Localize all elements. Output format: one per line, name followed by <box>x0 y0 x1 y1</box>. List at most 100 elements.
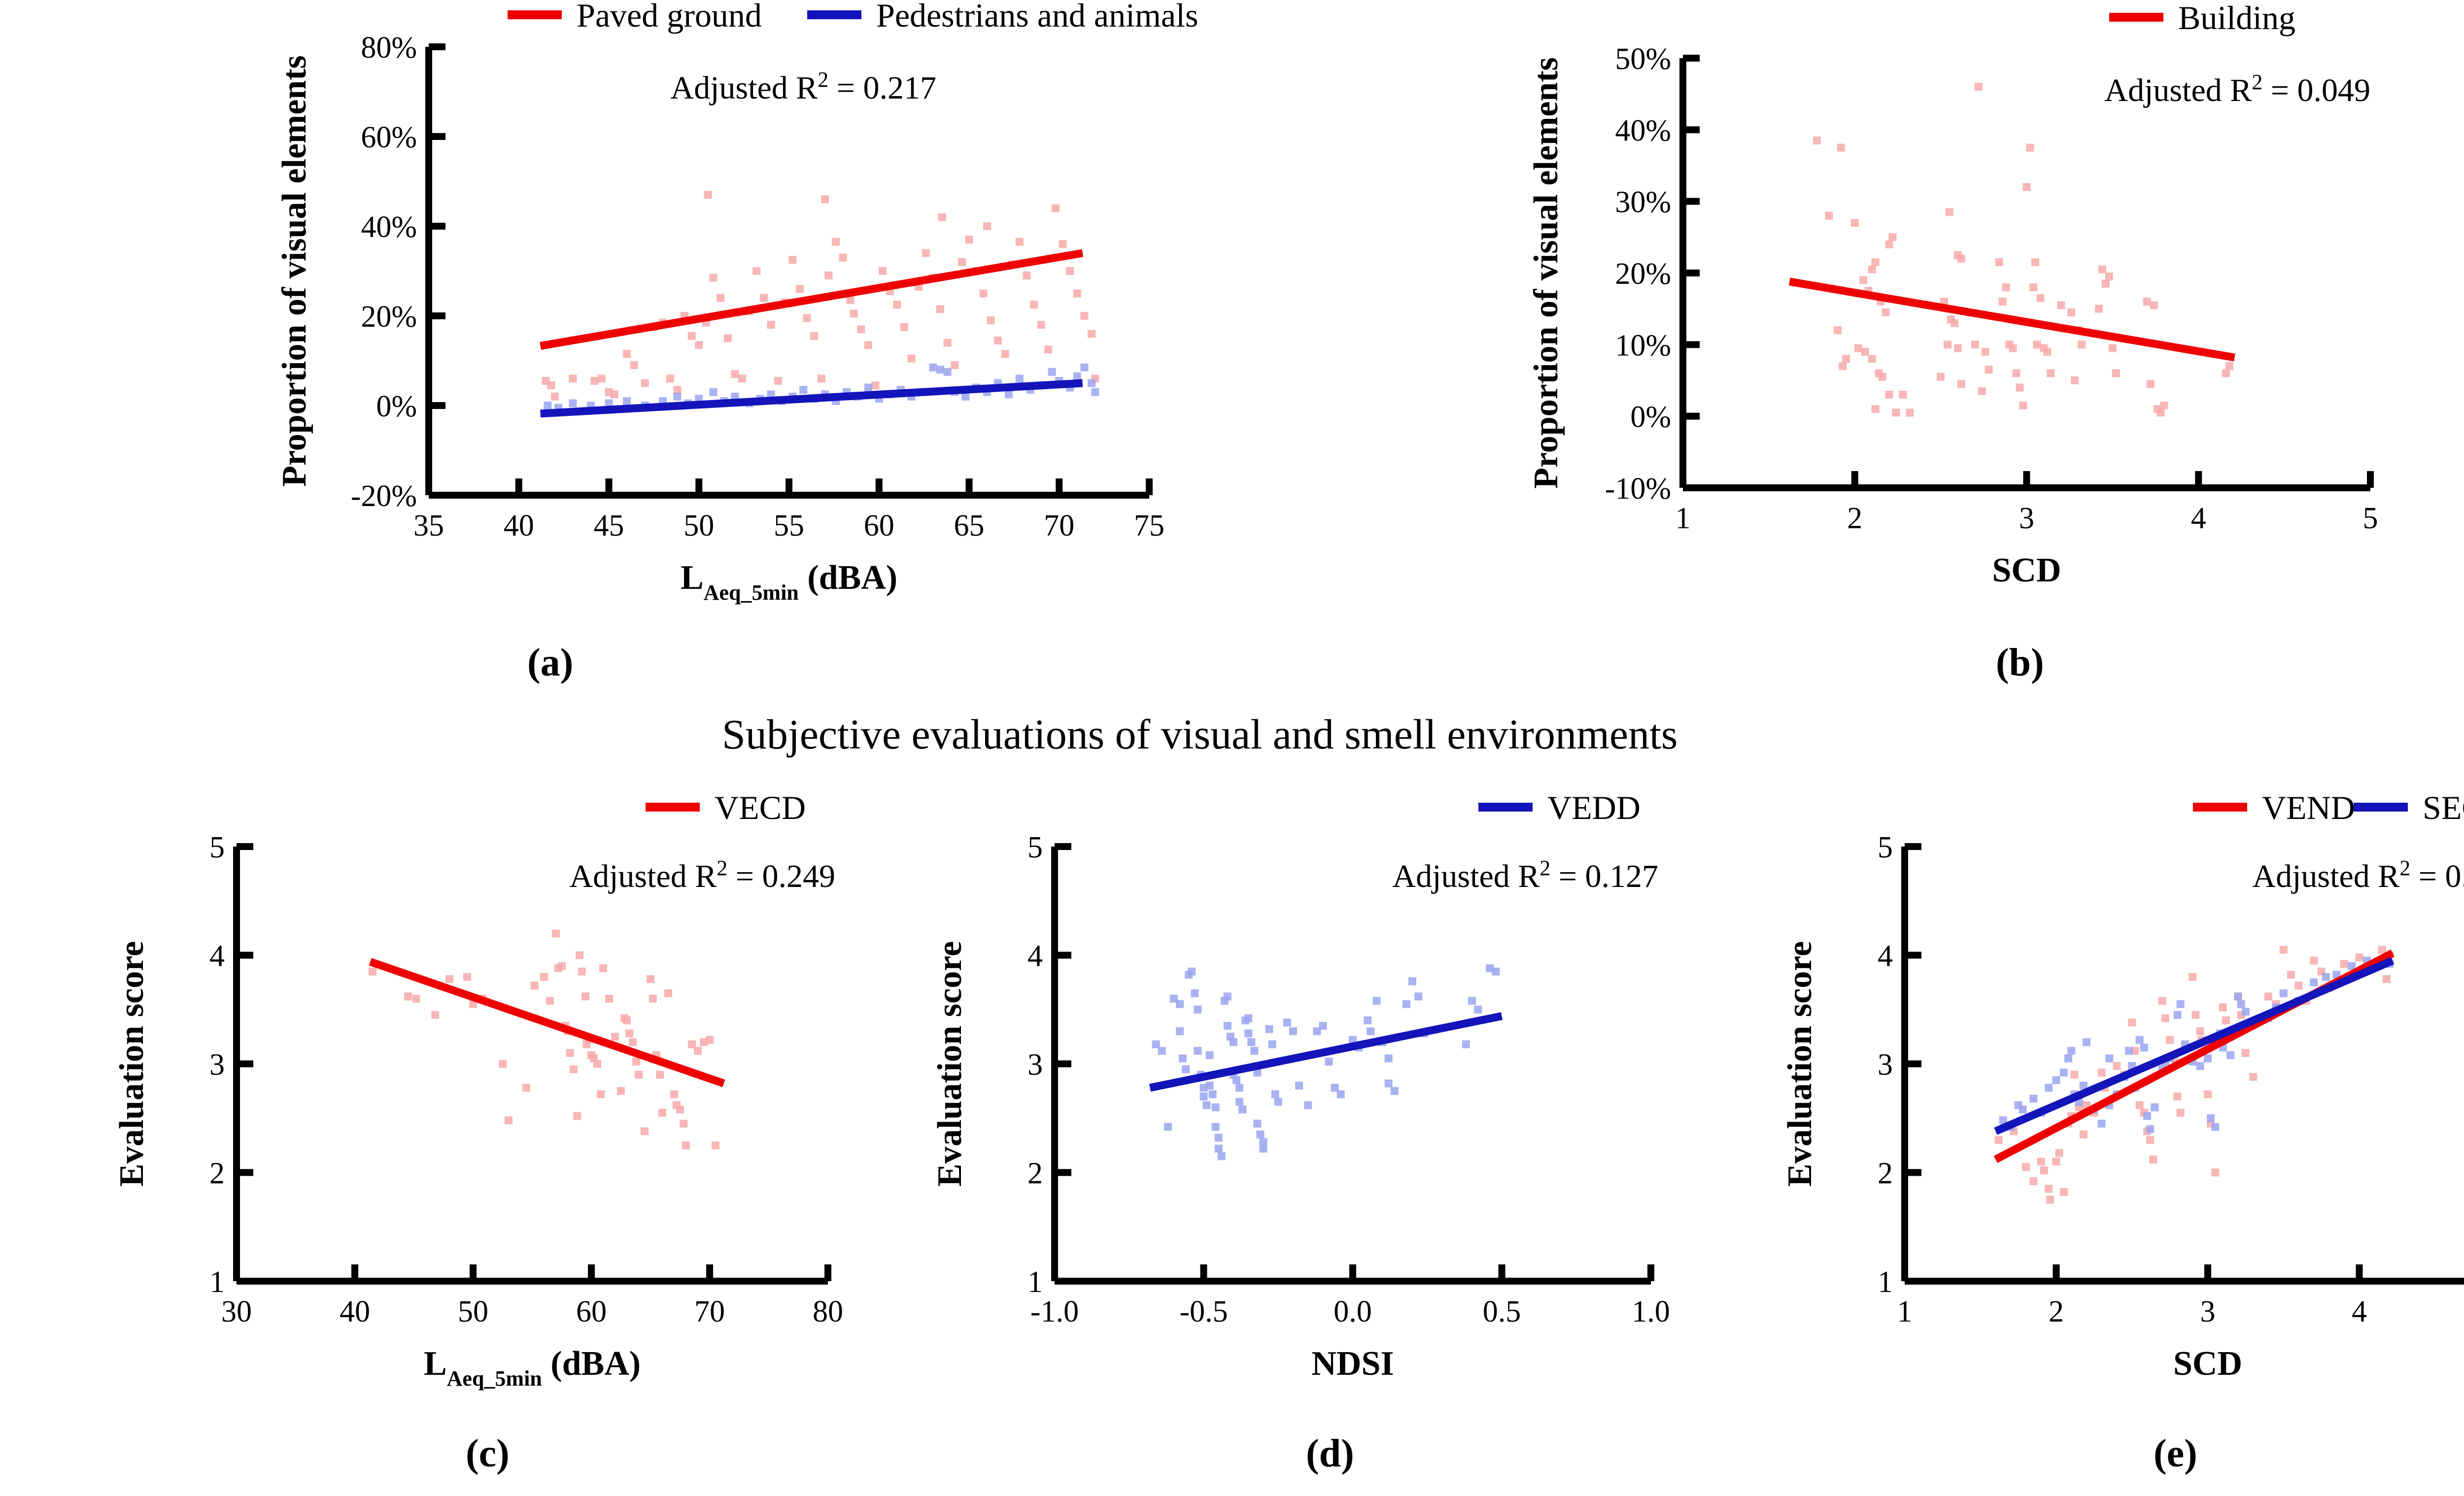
data-point <box>1882 308 1890 316</box>
data-point <box>2079 1082 2088 1090</box>
x-tick-label: 60 <box>576 1295 607 1328</box>
data-point <box>1199 1084 1208 1092</box>
x-tick-label: 50 <box>458 1295 488 1328</box>
data-point <box>611 1032 619 1041</box>
data-point <box>857 325 865 334</box>
data-point <box>625 1029 633 1038</box>
y-tick-label: 80% <box>361 31 417 65</box>
x-tick-label: 60 <box>864 509 894 543</box>
data-point <box>795 285 804 293</box>
data-point <box>2022 183 2031 191</box>
data-point <box>864 341 872 349</box>
data-point <box>2378 946 2386 954</box>
data-point <box>1940 298 1949 306</box>
data-point <box>2128 1019 2136 1027</box>
data-point <box>1073 372 1081 380</box>
x-tick-label: 30 <box>221 1295 252 1328</box>
data-point <box>2009 344 2017 352</box>
data-point <box>463 973 471 981</box>
data-point <box>1954 344 1962 352</box>
data-point <box>2196 1027 2204 1035</box>
y-axis-title: Proportion of visual elements <box>1527 57 1565 489</box>
data-point <box>2176 1109 2185 1117</box>
data-point <box>2189 973 2197 981</box>
data-point <box>2279 989 2288 997</box>
data-point <box>753 267 761 275</box>
data-point <box>1048 368 1056 376</box>
data-point <box>1885 391 1893 399</box>
data-point <box>2036 294 2045 302</box>
data-point <box>1044 345 1053 354</box>
data-point <box>706 1036 714 1044</box>
y-tick-label: 50% <box>1615 42 1671 76</box>
data-point <box>2026 143 2034 152</box>
data-point <box>2310 978 2318 986</box>
data-point <box>680 1120 688 1128</box>
data-point <box>1906 408 1914 417</box>
x-tick-label: 1.0 <box>1632 1295 1670 1328</box>
data-point <box>1349 1036 1357 1044</box>
data-point <box>2033 340 2041 349</box>
data-point <box>943 368 952 376</box>
data-point <box>576 951 583 959</box>
data-point <box>2158 997 2166 1005</box>
data-point <box>610 390 618 399</box>
data-point <box>1191 989 1199 997</box>
data-point <box>1199 1092 1208 1101</box>
legend-label: VEDD <box>1547 789 1641 826</box>
data-point <box>499 1060 507 1068</box>
x-tick-label: 1 <box>1676 502 1691 535</box>
data-point <box>2241 1049 2250 1057</box>
y-tick-label: 20% <box>361 300 417 334</box>
y-tick-label: 5 <box>209 831 225 864</box>
data-point <box>2249 1073 2258 1081</box>
data-point <box>2150 301 2158 309</box>
data-point <box>649 994 657 1003</box>
data-point <box>2108 344 2117 352</box>
data-point <box>2113 1062 2121 1070</box>
data-point <box>1319 1021 1327 1030</box>
scatter-series-vecd <box>369 929 719 1150</box>
y-tick-label: -10% <box>1605 472 1671 506</box>
y-tick-label: 40% <box>1615 114 1671 147</box>
data-point <box>2219 1003 2227 1012</box>
data-point <box>1208 1090 1217 1098</box>
data-point <box>1232 1076 1241 1085</box>
data-point <box>1313 1027 1321 1035</box>
y-tick-label: 1 <box>1878 1265 1893 1299</box>
data-point <box>1253 1068 1262 1077</box>
data-point <box>979 289 988 298</box>
x-tick-label: 75 <box>1134 509 1164 543</box>
x-tick-label: 65 <box>954 509 985 543</box>
data-point <box>2207 1114 2215 1122</box>
y-tick-label: 0% <box>1630 401 1671 434</box>
data-point <box>547 381 555 390</box>
y-tick-label: 5 <box>1027 831 1043 864</box>
data-point <box>1214 1144 1223 1153</box>
data-point <box>2294 982 2303 990</box>
x-tick-label: 70 <box>1044 509 1074 543</box>
y-tick-label: 40% <box>361 210 417 244</box>
y-axis-title: Proportion of visual elements <box>275 55 313 487</box>
data-point <box>2022 1163 2030 1171</box>
data-point <box>1868 355 1876 363</box>
data-point <box>846 296 855 305</box>
data-point <box>2019 1105 2027 1114</box>
data-point <box>1214 1133 1223 1142</box>
r-squared-annotation: Adjusted R2 = 0.217 <box>670 68 936 106</box>
y-tick-label: 10% <box>1615 329 1671 362</box>
data-point <box>2143 298 2151 306</box>
data-point <box>1250 1047 1259 1055</box>
data-point <box>717 294 725 302</box>
data-point <box>623 397 631 405</box>
data-point <box>2067 308 2076 316</box>
data-point <box>687 332 696 340</box>
data-point <box>723 334 732 342</box>
data-point <box>2040 1166 2048 1175</box>
data-point <box>2310 956 2318 965</box>
data-point <box>599 964 607 972</box>
data-point <box>850 309 858 318</box>
data-point <box>1402 1000 1410 1008</box>
x-axis-title: LAeq_5min (dBA) <box>681 559 897 605</box>
data-point <box>1325 1057 1333 1066</box>
